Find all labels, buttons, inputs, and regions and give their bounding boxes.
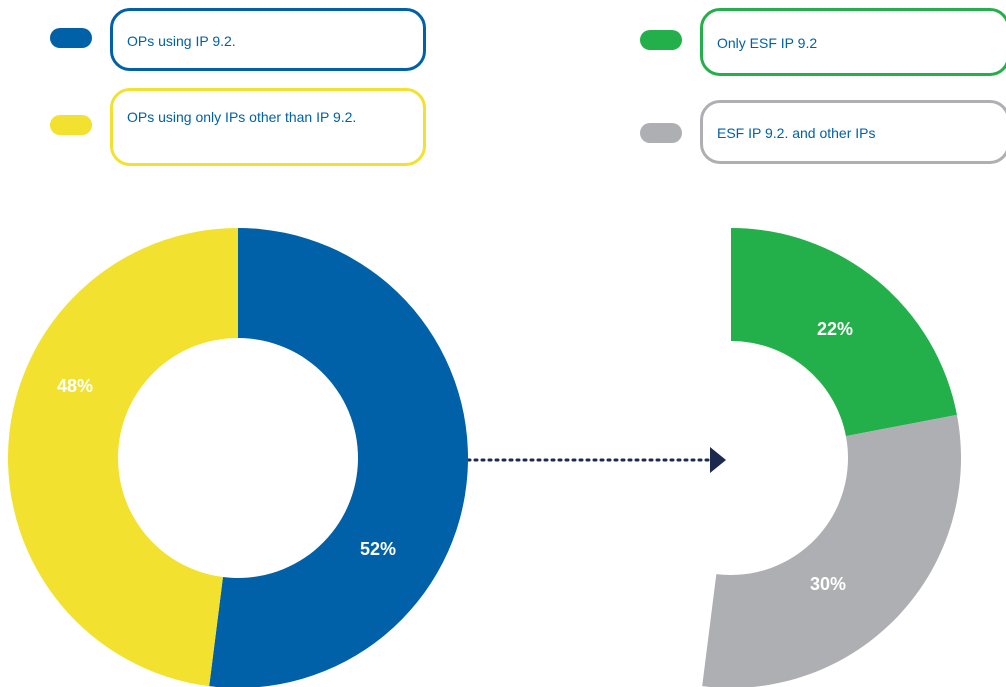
legend-label: Only ESF IP 9.2: [717, 35, 818, 51]
value-label: 22%: [817, 319, 853, 339]
legend-box: OPs using IP 9.2.: [110, 8, 426, 71]
arrow-head: [710, 447, 726, 473]
value-label: 52%: [360, 539, 396, 559]
legend-swatch: [50, 115, 92, 135]
legend-label: OPs using IP 9.2.: [127, 33, 236, 49]
legend-label: OPs using only IPs other than IP 9.2.: [127, 109, 357, 125]
donut-segment: [731, 228, 957, 437]
legend-box: Only ESF IP 9.2: [700, 8, 1006, 76]
legend-box: OPs using only IPs other than IP 9.2.: [110, 88, 426, 166]
value-label: 30%: [810, 574, 846, 594]
legend-swatch: [640, 123, 682, 143]
legend-swatch: [50, 28, 92, 48]
legend-box: ESF IP 9.2. and other IPs: [700, 100, 1006, 164]
legend-swatch: [640, 30, 682, 50]
donut-segment: [7, 228, 239, 687]
value-label: 48%: [57, 376, 93, 396]
donut-segment: [209, 228, 468, 687]
donut-segment: [702, 414, 961, 687]
legend-label: ESF IP 9.2. and other IPs: [717, 125, 876, 141]
